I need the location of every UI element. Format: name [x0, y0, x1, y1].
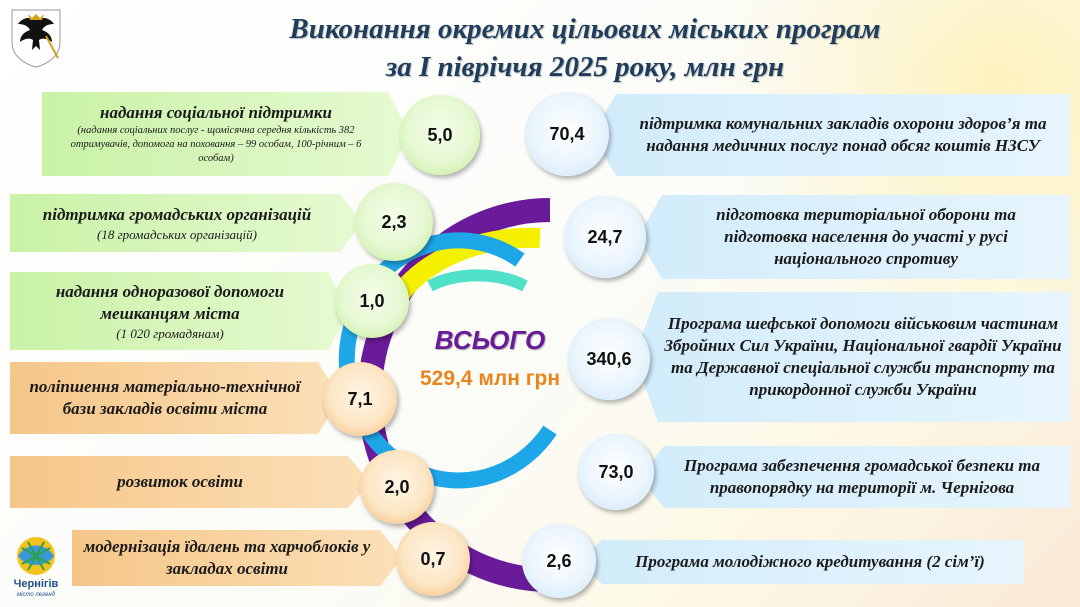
right-item-military-patronage: Програма шефської допомоги військовим ча…	[634, 292, 1070, 422]
item-title: модернізація їдалень та харчоблоків у за…	[83, 537, 371, 578]
item-title: Програма забезпечення громадської безпек…	[683, 456, 1041, 497]
value-circle: 24,7	[564, 196, 646, 278]
item-note: (1 020 громадянам)	[116, 325, 224, 341]
value-circle: 2,6	[522, 524, 596, 598]
page-title: Виконання окремих цільових міських прогр…	[200, 10, 970, 86]
item-note: (надання соціальних послуг - щомісячна с…	[70, 125, 362, 164]
item-note: (18 громадських організацій)	[97, 226, 257, 242]
left-item-one-time-aid: надання одноразової допомоги мешканцям м…	[10, 272, 350, 350]
ring-teal	[427, 269, 528, 292]
city-logo-icon	[17, 537, 55, 575]
value-circle: 70,4	[525, 92, 609, 176]
right-item-territorial-defense: підготовка територіальної оборони та під…	[638, 195, 1070, 279]
item-title: Програма шефської допомоги військовим ча…	[664, 314, 1062, 399]
item-title: підтримка громадських організацій	[42, 204, 312, 224]
left-item-social-support: надання соціальної підтримки (надання со…	[42, 92, 410, 176]
value-circle: 2,3	[355, 183, 433, 261]
right-item-healthcare: підтримка комунальних закладів охорони з…	[592, 94, 1070, 176]
left-item-public-organizations: підтримка громадських організацій (18 гр…	[10, 194, 362, 252]
logo-city-name: Чернігів	[13, 578, 59, 590]
total-label: ВСЬОГО	[434, 325, 546, 355]
value-circle: 73,0	[578, 434, 654, 510]
coat-of-arms-icon	[11, 9, 61, 68]
item-title: поліпшення матеріально-технічної бази за…	[29, 377, 301, 418]
item-title: надання соціальної підтримки	[100, 103, 332, 122]
title-line-1: Виконання окремих цільових міських прогр…	[289, 13, 881, 45]
item-title: розвиток освіти	[117, 472, 243, 491]
item-title: Програма молодіжного кредитування (2 сім…	[635, 552, 985, 571]
value-circle: 1,0	[335, 264, 409, 338]
item-title: надання одноразової допомоги мешканцям м…	[55, 281, 285, 323]
value-circle: 7,1	[323, 362, 397, 436]
left-item-school-infrastructure: поліпшення матеріально-технічної бази за…	[10, 362, 340, 434]
left-item-education-development: розвиток освіти	[10, 456, 370, 508]
total-value: 529,4 млн грн	[419, 367, 561, 390]
value-circle: 0,7	[396, 522, 470, 596]
right-item-youth-lending: Програма молодіжного кредитування (2 сім…	[578, 540, 1024, 584]
value-circle: 2,0	[360, 450, 434, 524]
logo-tagline: місто легенд	[17, 592, 55, 598]
left-item-canteen-modernization: модернізація їдалень та харчоблоків у за…	[72, 530, 402, 586]
right-item-public-safety: Програма забезпечення громадської безпек…	[640, 446, 1070, 508]
value-circle: 340,6	[568, 318, 650, 400]
item-title: підготовка територіальної оборони та під…	[716, 205, 1016, 268]
value-circle: 5,0	[400, 95, 480, 175]
title-line-2: за І півріччя 2025 року, млн грн	[385, 51, 785, 83]
item-title: підтримка комунальних закладів охорони з…	[639, 114, 1047, 155]
